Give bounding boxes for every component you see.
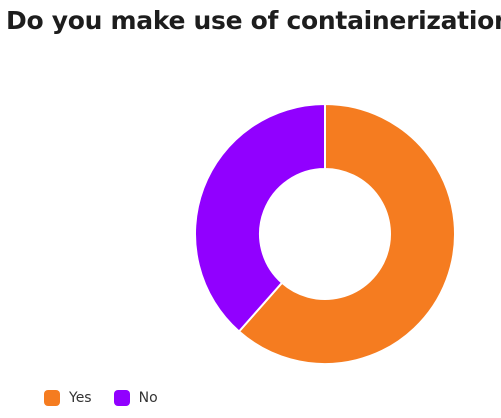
legend-label-yes: Yes: [69, 390, 92, 406]
legend-item-no[interactable]: No: [113, 390, 158, 406]
legend: Yes No: [44, 390, 158, 406]
legend-label-no: No: [138, 390, 158, 406]
legend-swatch-no: [113, 390, 130, 406]
legend-swatch-yes: [44, 390, 60, 406]
donut-slice-no[interactable]: [194, 102, 326, 333]
donut-slice-yes[interactable]: [237, 102, 456, 365]
chart-title: Do you make use of containerization?: [6, 6, 501, 35]
legend-item-yes[interactable]: Yes: [44, 390, 92, 406]
